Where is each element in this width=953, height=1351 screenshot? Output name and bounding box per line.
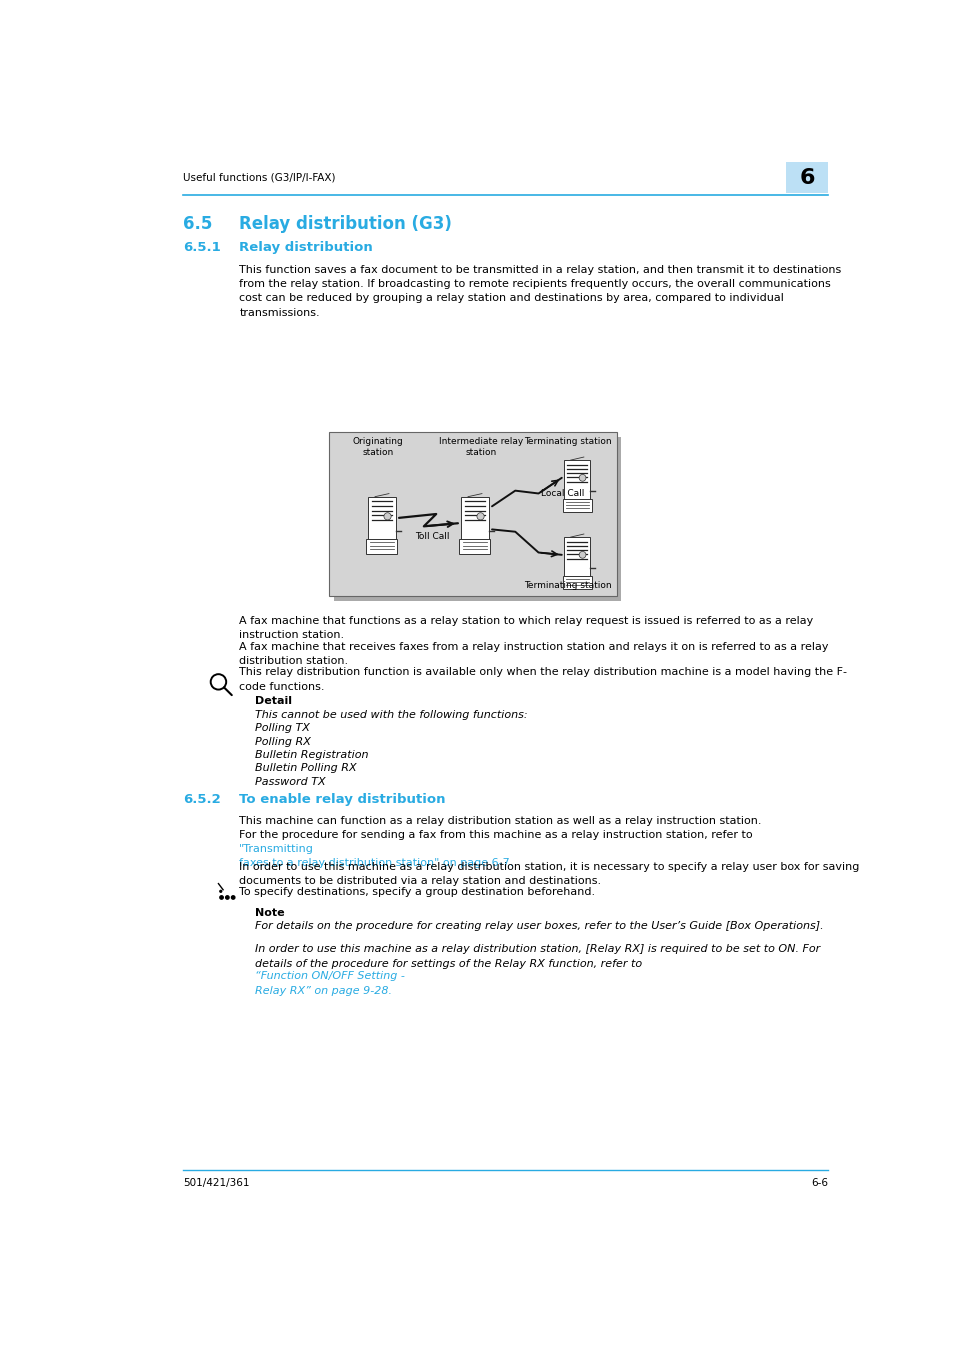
Text: Password TX: Password TX	[254, 777, 325, 788]
Text: 6.5: 6.5	[183, 215, 212, 234]
Text: Useful functions (G3/IP/I-FAX): Useful functions (G3/IP/I-FAX)	[183, 173, 335, 182]
Text: Note: Note	[254, 908, 284, 919]
Text: Polling TX: Polling TX	[254, 723, 310, 734]
Text: For the procedure for sending a fax from this machine as a relay instruction sta: For the procedure for sending a fax from…	[239, 831, 756, 840]
Text: Intermediate relay
station: Intermediate relay station	[438, 436, 523, 457]
Circle shape	[578, 551, 585, 558]
Text: To enable relay distribution: To enable relay distribution	[239, 793, 445, 805]
Circle shape	[476, 513, 484, 520]
Text: Polling RX: Polling RX	[254, 736, 311, 747]
FancyBboxPatch shape	[368, 497, 395, 539]
FancyBboxPatch shape	[334, 436, 620, 601]
Text: Bulletin Polling RX: Bulletin Polling RX	[254, 763, 356, 774]
Text: This function saves a fax document to be transmitted in a relay station, and the: This function saves a fax document to be…	[239, 265, 841, 317]
Text: This machine can function as a relay distribution station as well as a relay ins: This machine can function as a relay dis…	[239, 816, 761, 825]
Text: 501/421/361: 501/421/361	[183, 1178, 249, 1188]
FancyBboxPatch shape	[563, 538, 590, 576]
Text: "Transmitting
faxes to a relay distribution station" on page 6-7.: "Transmitting faxes to a relay distribut…	[239, 844, 514, 869]
Text: In order to use this machine as a relay distribution station, it is necessary to: In order to use this machine as a relay …	[239, 862, 859, 886]
Text: For details on the procedure for creating relay user boxes, refer to the User’s : For details on the procedure for creatin…	[254, 921, 822, 931]
Text: In order to use this machine as a relay distribution station, [Relay RX] is requ: In order to use this machine as a relay …	[254, 944, 820, 969]
Circle shape	[232, 896, 234, 900]
Text: Terminating station: Terminating station	[524, 581, 612, 590]
Circle shape	[383, 513, 391, 520]
Text: Terminating station: Terminating station	[524, 436, 612, 446]
Text: Relay distribution (G3): Relay distribution (G3)	[239, 215, 452, 234]
FancyBboxPatch shape	[329, 432, 617, 596]
Circle shape	[219, 896, 223, 900]
FancyBboxPatch shape	[460, 497, 489, 539]
Text: Local Call: Local Call	[540, 489, 583, 497]
Text: Relay distribution: Relay distribution	[239, 242, 373, 254]
Text: Bulletin Registration: Bulletin Registration	[254, 750, 368, 761]
FancyBboxPatch shape	[366, 539, 397, 554]
Text: A fax machine that receives faxes from a relay instruction station and relays it: A fax machine that receives faxes from a…	[239, 642, 828, 666]
Circle shape	[578, 474, 585, 481]
Text: This relay distribution function is available only when the relay distribution m: This relay distribution function is avai…	[239, 667, 846, 692]
Text: 6: 6	[799, 168, 814, 188]
Text: 6.5.1: 6.5.1	[183, 242, 220, 254]
FancyBboxPatch shape	[562, 499, 592, 512]
Circle shape	[226, 896, 229, 900]
Text: Originating
station: Originating station	[353, 436, 403, 457]
Text: To specify destinations, specify a group destination beforehand.: To specify destinations, specify a group…	[239, 886, 595, 897]
Text: 6.5.2: 6.5.2	[183, 793, 220, 805]
Text: A fax machine that functions as a relay station to which relay request is issued: A fax machine that functions as a relay …	[239, 616, 813, 640]
Text: This cannot be used with the following functions:: This cannot be used with the following f…	[254, 709, 527, 720]
FancyBboxPatch shape	[785, 162, 827, 193]
Text: Detail: Detail	[254, 696, 292, 705]
Text: Toll Call: Toll Call	[415, 532, 449, 542]
Circle shape	[219, 890, 221, 892]
FancyBboxPatch shape	[562, 576, 592, 589]
FancyBboxPatch shape	[459, 539, 490, 554]
FancyBboxPatch shape	[563, 461, 590, 499]
Text: 6-6: 6-6	[810, 1178, 827, 1188]
Text: “Function ON/OFF Setting -
Relay RX” on page 9-28.: “Function ON/OFF Setting - Relay RX” on …	[254, 971, 404, 996]
